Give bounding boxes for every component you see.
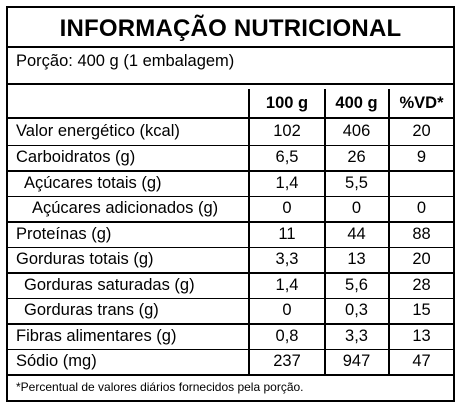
row-divider (8, 297, 453, 299)
nutrient-name: Açúcares totais (g) (24, 173, 162, 192)
value-100g: 0 (282, 301, 292, 319)
row-divider (8, 246, 453, 248)
nutrient-name: Sódio (mg) (16, 352, 97, 370)
nutrient-name: Carboidratos (g) (16, 148, 136, 166)
value-400g: 3,3 (345, 326, 368, 345)
value-vd: 13 (412, 326, 431, 345)
table-row: Gorduras totais (g) 3,3 13 20 (8, 247, 453, 273)
nutrient-name: Valor energético (kcal) (16, 122, 180, 140)
value-vd: 28 (412, 275, 431, 294)
value-400g: 947 (342, 352, 371, 370)
row-divider (8, 170, 453, 172)
column-separator (388, 89, 390, 375)
row-divider (8, 195, 453, 197)
value-100g: 0 (282, 199, 292, 217)
table-row: Sódio (mg) 237 947 47 (8, 349, 453, 375)
nutrient-name: Açúcares adicionados (g) (32, 199, 219, 217)
row-divider (8, 221, 453, 223)
table-row: Proteínas (g) 11 44 88 (8, 222, 453, 248)
value-400g: 13 (347, 250, 366, 268)
value-vd: 88 (412, 224, 431, 243)
value-400g: 5,6 (345, 275, 368, 294)
value-400g: 406 (342, 122, 371, 140)
nutrient-name: Gorduras trans (g) (24, 301, 159, 319)
value-100g: 1,4 (275, 173, 299, 192)
value-vd: 0 (416, 199, 427, 217)
value-400g: 0 (351, 199, 362, 217)
value-100g: 3,3 (275, 250, 299, 268)
table-bottom-divider (8, 374, 453, 376)
row-divider (8, 348, 453, 350)
value-400g: 44 (347, 224, 366, 243)
value-100g: 11 (278, 224, 296, 243)
header-divider (8, 117, 453, 119)
table-row: Valor energético (kcal) 102 406 20 (8, 119, 453, 145)
nutrition-facts-label: INFORMAÇÃO NUTRICIONAL Porção: 400 g (1 … (6, 6, 455, 402)
value-100g: 102 (273, 122, 301, 140)
value-vd: 47 (412, 352, 431, 370)
table-row: Açúcares totais (g) 1,4 5,5 (8, 171, 453, 197)
value-400g: 26 (347, 148, 366, 166)
column-separator (324, 89, 326, 375)
value-vd: 20 (412, 250, 431, 268)
table-row: Gorduras trans (g) 0 0,3 15 (8, 298, 453, 324)
value-100g: 6,5 (275, 148, 299, 166)
nutrient-name: Gorduras totais (g) (16, 250, 154, 268)
value-vd: 20 (412, 122, 431, 140)
nutrient-name: Fibras alimentares (g) (16, 326, 177, 345)
label-title: INFORMAÇÃO NUTRICIONAL (59, 15, 402, 42)
row-divider (8, 323, 453, 325)
table-row: Fibras alimentares (g) 0,8 3,3 13 (8, 324, 453, 350)
row-divider (8, 144, 453, 146)
value-vd: 9 (416, 148, 427, 166)
column-separator (248, 89, 250, 375)
table-row: Gorduras saturadas (g) 1,4 5,6 28 (8, 273, 453, 299)
nutrient-name: Gorduras saturadas (g) (24, 275, 195, 294)
table-header: 100 g 400 g %VD* (8, 91, 453, 117)
table-row: Carboidratos (g) 6,5 26 9 (8, 145, 453, 171)
portion-text: Porção: 400 g (1 embalagem) (16, 52, 235, 70)
column-header-100g: 100 g (265, 94, 309, 112)
column-header-vd: %VD* (399, 94, 444, 112)
value-100g: 1,4 (275, 275, 299, 294)
nutrient-name: Proteínas (g) (16, 224, 112, 243)
table-row: Açúcares adicionados (g) 0 0 0 (8, 196, 453, 222)
portion-divider (8, 83, 453, 85)
value-vd: 15 (412, 301, 431, 319)
title-divider (8, 46, 453, 48)
footnote: *Percentual de valores diários fornecido… (16, 380, 304, 394)
column-header-400g: 400 g (335, 94, 378, 112)
row-divider (8, 272, 453, 274)
value-400g: 0,3 (345, 301, 368, 319)
value-400g: 5,5 (345, 173, 368, 192)
value-100g: 237 (273, 352, 301, 370)
value-100g: 0,8 (275, 326, 299, 345)
